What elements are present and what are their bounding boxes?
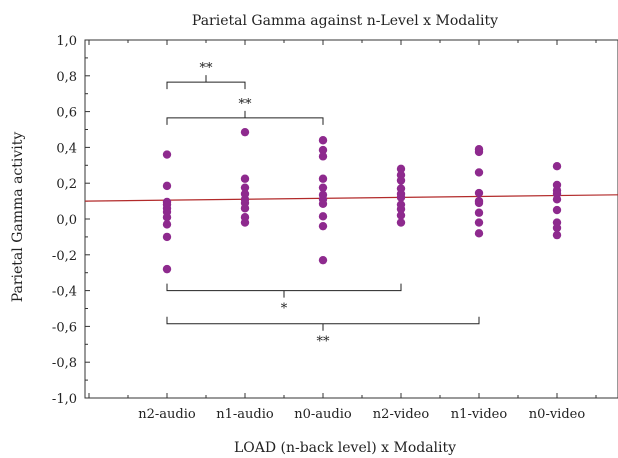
data-point-n2-video	[396, 193, 406, 202]
y-tick-label: 0,6	[56, 106, 77, 121]
x-tick-label-n2-audio: n2-audio	[138, 407, 196, 422]
data-point-n2-video	[396, 211, 406, 220]
x-tick-label-n0-video: n0-video	[529, 407, 586, 422]
data-point-n1-video	[474, 229, 484, 238]
x-axis-label: LOAD (n-back level) x Modality	[234, 440, 456, 456]
data-point-n0-video	[552, 161, 562, 171]
data-point-n0-audio	[318, 221, 328, 231]
data-point-n0-audio	[318, 152, 328, 161]
significance-bracket: **	[166, 61, 246, 90]
significance-label: *	[281, 302, 288, 317]
significance-bracket: *	[166, 283, 402, 317]
data-point-n2-video	[396, 164, 406, 174]
x-tick-label-n2-video: n2-video	[373, 407, 430, 422]
data-point-n0-video	[552, 230, 562, 240]
data-point-n1-video	[474, 218, 484, 227]
y-axis-ticks: -1,0 -0,8 -0,6 -0,4 -0,2 0,0 0,2 0,4 0,6 0,8 1,0	[52, 34, 90, 407]
data-point-n0-audio	[318, 136, 328, 145]
data-points	[162, 127, 562, 274]
data-point-n2-audio	[162, 220, 172, 229]
x-tick-label-n1-audio: n1-audio	[216, 407, 274, 422]
trend-line	[84, 194, 618, 202]
data-point-n2-video	[396, 176, 406, 185]
data-point-n0-audio	[318, 174, 328, 183]
y-tick-label: 0,0	[56, 213, 77, 228]
data-point-n1-audio	[240, 183, 250, 192]
data-point-n2-audio	[162, 213, 172, 222]
y-tick-label: -0,4	[52, 285, 77, 300]
data-point-n2-video	[396, 218, 406, 227]
y-tick-label: -1,0	[52, 392, 77, 407]
data-point-n1-audio	[240, 127, 250, 137]
x-tick-label-n0-audio: n0-audio	[294, 407, 352, 422]
data-point-n1-video	[474, 168, 484, 177]
x-tick-label-n1-video: n1-video	[451, 407, 508, 422]
significance-label: **	[200, 61, 214, 76]
significance-annotations: *******	[166, 61, 480, 350]
data-point-n2-audio	[162, 232, 172, 242]
significance-label: **	[317, 335, 331, 350]
data-point-n0-audio	[318, 145, 328, 155]
data-point-n2-audio	[162, 264, 172, 274]
data-point-n1-video	[474, 188, 484, 198]
data-point-n1-audio	[240, 204, 250, 213]
x-axis-ticks: n2-audio n1-audio n0-audio n2-video n1-video…	[88, 40, 597, 422]
significance-bracket: **	[166, 97, 324, 125]
data-point-n2-audio	[162, 150, 172, 159]
data-point-n0-video	[552, 205, 562, 215]
y-tick-label: 1,0	[56, 34, 77, 49]
data-point-n1-video	[474, 147, 484, 157]
data-point-n0-video	[552, 195, 562, 204]
data-point-n1-video	[474, 198, 484, 208]
data-point-n0-audio	[318, 255, 328, 265]
chart-title: Parietal Gamma against n-Level x Modalit…	[192, 13, 498, 29]
data-point-n2-video	[396, 204, 406, 214]
significance-label: **	[239, 97, 253, 112]
data-point-n1-audio	[240, 218, 250, 227]
y-tick-label: -0,8	[52, 356, 77, 371]
data-point-n2-audio	[162, 181, 172, 191]
data-point-n0-audio	[318, 212, 328, 221]
data-point-n1-audio	[240, 174, 250, 183]
y-tick-label: -0,6	[52, 320, 77, 335]
data-point-n0-audio	[318, 183, 328, 192]
y-tick-label: -0,2	[52, 249, 77, 264]
data-point-n0-audio	[318, 199, 328, 208]
y-axis-label: Parietal Gamma activity	[10, 132, 26, 303]
data-point-n1-video	[474, 208, 484, 217]
y-tick-label: 0,4	[56, 141, 77, 156]
significance-bracket: **	[166, 316, 480, 350]
y-tick-label: 0,8	[56, 70, 77, 85]
y-tick-label: 0,2	[56, 177, 77, 192]
data-point-n0-video	[552, 223, 562, 233]
